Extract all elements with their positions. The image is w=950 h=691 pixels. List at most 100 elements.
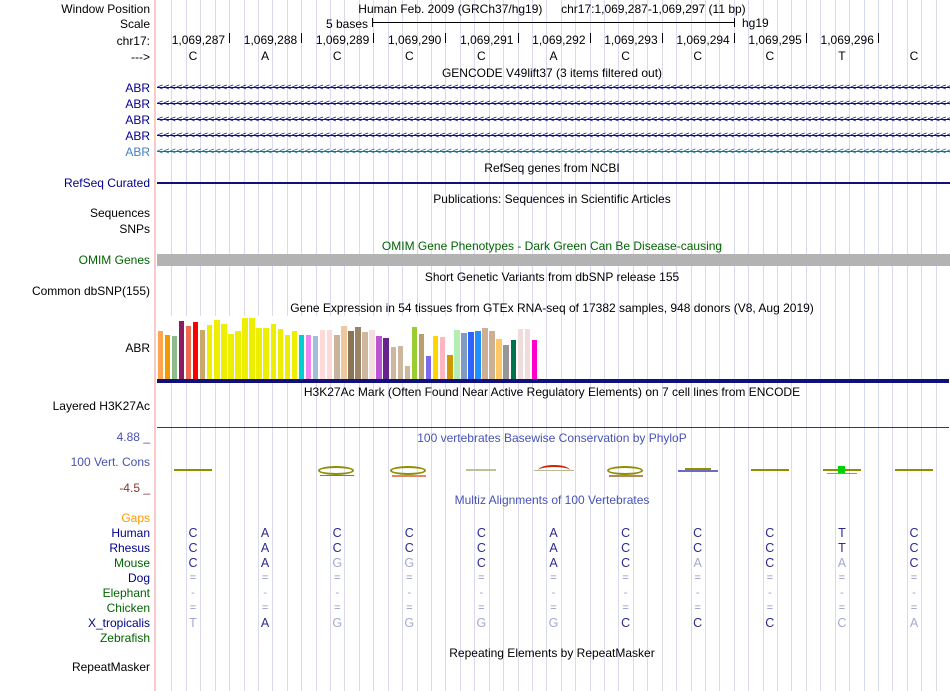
gtex-bar[interactable]	[178, 321, 185, 379]
gtex-bar[interactable]	[468, 332, 474, 379]
label-100-vert-cons[interactable]: 100 Vert. Cons	[70, 455, 150, 469]
alignment-base: C	[909, 541, 919, 555]
label-species-zebrafish[interactable]: Zebrafish	[99, 631, 150, 645]
gene-label-abr[interactable]: ABR	[125, 97, 150, 111]
gtex-bar[interactable]	[284, 335, 291, 379]
gtex-bar[interactable]	[397, 346, 403, 379]
omim-gene-bar[interactable]	[157, 254, 950, 266]
gtex-bar[interactable]	[355, 327, 361, 379]
gtex-bar[interactable]	[369, 330, 375, 379]
label-omim-genes[interactable]: OMIM Genes	[78, 253, 150, 267]
gtex-bar[interactable]	[277, 329, 283, 379]
gtex-bar[interactable]	[418, 334, 425, 379]
gtex-bar[interactable]	[312, 336, 319, 379]
gtex-bar[interactable]	[425, 356, 432, 379]
gtex-bar[interactable]	[404, 366, 411, 379]
gtex-bar[interactable]	[341, 326, 347, 379]
label-species-chicken[interactable]: Chicken	[106, 601, 150, 615]
label-scale[interactable]: Scale	[119, 17, 150, 31]
alignment-base: G	[476, 616, 487, 630]
gene-track-abr[interactable]: <<<<<<<<<<<<<<<<<<<<<<<<<<<<<<<<<<<<<<<<…	[157, 112, 950, 128]
gtex-bar[interactable]	[524, 329, 531, 379]
gtex-bar[interactable]	[171, 336, 178, 379]
label-gtex-gene[interactable]: ABR	[125, 341, 150, 355]
gtex-bar[interactable]	[235, 331, 241, 379]
gtex-bar[interactable]	[531, 340, 538, 379]
gtex-bar[interactable]	[447, 355, 453, 379]
gene-label-abr[interactable]: ABR	[125, 113, 150, 127]
gene-label-abr[interactable]: ABR	[125, 145, 150, 159]
gtex-bar[interactable]	[482, 328, 488, 379]
gtex-bar[interactable]	[496, 339, 502, 379]
label-layered-h3k27ac[interactable]: Layered H3K27Ac	[52, 399, 150, 413]
gtex-bar[interactable]	[439, 337, 446, 379]
label-repeatmasker[interactable]: RepeatMasker	[71, 660, 150, 674]
gtex-bar[interactable]	[249, 318, 255, 379]
gtex-bar[interactable]	[256, 328, 262, 379]
gtex-bar[interactable]	[517, 329, 524, 379]
gtex-bar[interactable]	[192, 322, 199, 379]
label-sequences[interactable]: Sequences	[89, 206, 150, 220]
gtex-bar[interactable]	[206, 325, 213, 379]
gtex-bar[interactable]	[334, 335, 340, 379]
gtex-bar[interactable]	[185, 326, 192, 379]
gtex-bar[interactable]	[461, 333, 467, 379]
label-refseq-curated[interactable]: RefSeq Curated	[63, 176, 150, 190]
label-species-rhesus[interactable]: Rhesus	[109, 541, 150, 555]
gtex-bar[interactable]	[326, 330, 333, 379]
gtex-bar[interactable]	[475, 331, 481, 379]
ruler-position-label: 1,069,293	[604, 33, 658, 47]
label-strand-arrow[interactable]: --->	[131, 50, 150, 64]
gene-track-abr[interactable]: <<<<<<<<<<<<<<<<<<<<<<<<<<<<<<<<<<<<<<<<…	[157, 128, 950, 144]
refseq-gene-bar[interactable]	[157, 182, 950, 184]
label-window-position[interactable]: Window Position	[61, 2, 150, 16]
gtex-bar[interactable]	[510, 340, 516, 379]
gtex-bar[interactable]	[242, 318, 248, 379]
gene-label-abr[interactable]: ABR	[125, 81, 150, 95]
label-species-human[interactable]: Human	[111, 526, 150, 540]
gtex-bar[interactable]	[305, 335, 312, 379]
gene-track-abr[interactable]: <<<<<<<<<<<<<<<<<<<<<<<<<<<<<<<<<<<<<<<<…	[157, 96, 950, 112]
label-chr[interactable]: chr17:	[116, 34, 150, 48]
gtex-bar[interactable]	[164, 335, 171, 379]
grid-line	[748, 0, 750, 691]
gtex-bar[interactable]	[362, 332, 368, 379]
gtex-bar[interactable]	[263, 328, 269, 379]
gtex-bar[interactable]	[383, 338, 389, 379]
gene-track-abr[interactable]: <<<<<<<<<<<<<<<<<<<<<<<<<<<<<<<<<<<<<<<<…	[157, 144, 950, 160]
gene-track-abr[interactable]: <<<<<<<<<<<<<<<<<<<<<<<<<<<<<<<<<<<<<<<<…	[157, 80, 950, 96]
alignment-base: =	[406, 602, 413, 614]
gtex-bar[interactable]	[221, 324, 227, 379]
label-species-x_tropicalis[interactable]: X_tropicalis	[87, 616, 150, 630]
gtex-bar[interactable]	[199, 330, 206, 379]
ruler-position-label: 1,069,291	[460, 33, 514, 47]
gtex-bar[interactable]	[157, 331, 163, 379]
ruler-position-label: 1,069,288	[243, 33, 298, 47]
gtex-bar[interactable]	[298, 335, 305, 379]
gtex-bar[interactable]	[214, 320, 220, 379]
gtex-bar[interactable]	[228, 334, 234, 379]
label-snps[interactable]: SNPs	[119, 222, 150, 236]
gtex-bar[interactable]	[319, 330, 326, 379]
label-species-mouse[interactable]: Mouse	[113, 556, 150, 570]
alignment-base: C	[404, 541, 414, 555]
gtex-bar[interactable]	[503, 345, 509, 379]
label-species-dog[interactable]: Dog	[127, 571, 150, 585]
gene-label-abr[interactable]: ABR	[125, 129, 150, 143]
gtex-bar[interactable]	[348, 331, 354, 379]
gene-strand-arrows: <<<<<<<<<<<<<<<<<<<<<<<<<<<<<<<<<<<<<<<<…	[157, 114, 950, 125]
gtex-bar[interactable]	[376, 336, 382, 379]
gtex-bar[interactable]	[390, 347, 396, 379]
gtex-bar[interactable]	[291, 331, 298, 379]
gtex-bar[interactable]	[411, 327, 418, 379]
gtex-bar[interactable]	[489, 331, 495, 379]
label-gaps[interactable]: Gaps	[121, 511, 150, 525]
alignment-base: =	[333, 572, 341, 584]
gtex-bar[interactable]	[454, 330, 460, 379]
label-species-elephant[interactable]: Elephant	[102, 586, 150, 600]
gtex-bar[interactable]	[270, 324, 276, 379]
gtex-bar[interactable]	[432, 336, 439, 379]
conservation-signal	[608, 475, 643, 477]
label-common-dbsnp[interactable]: Common dbSNP(155)	[31, 284, 150, 298]
gtex-title: Gene Expression in 54 tissues from GTEx …	[290, 301, 814, 315]
